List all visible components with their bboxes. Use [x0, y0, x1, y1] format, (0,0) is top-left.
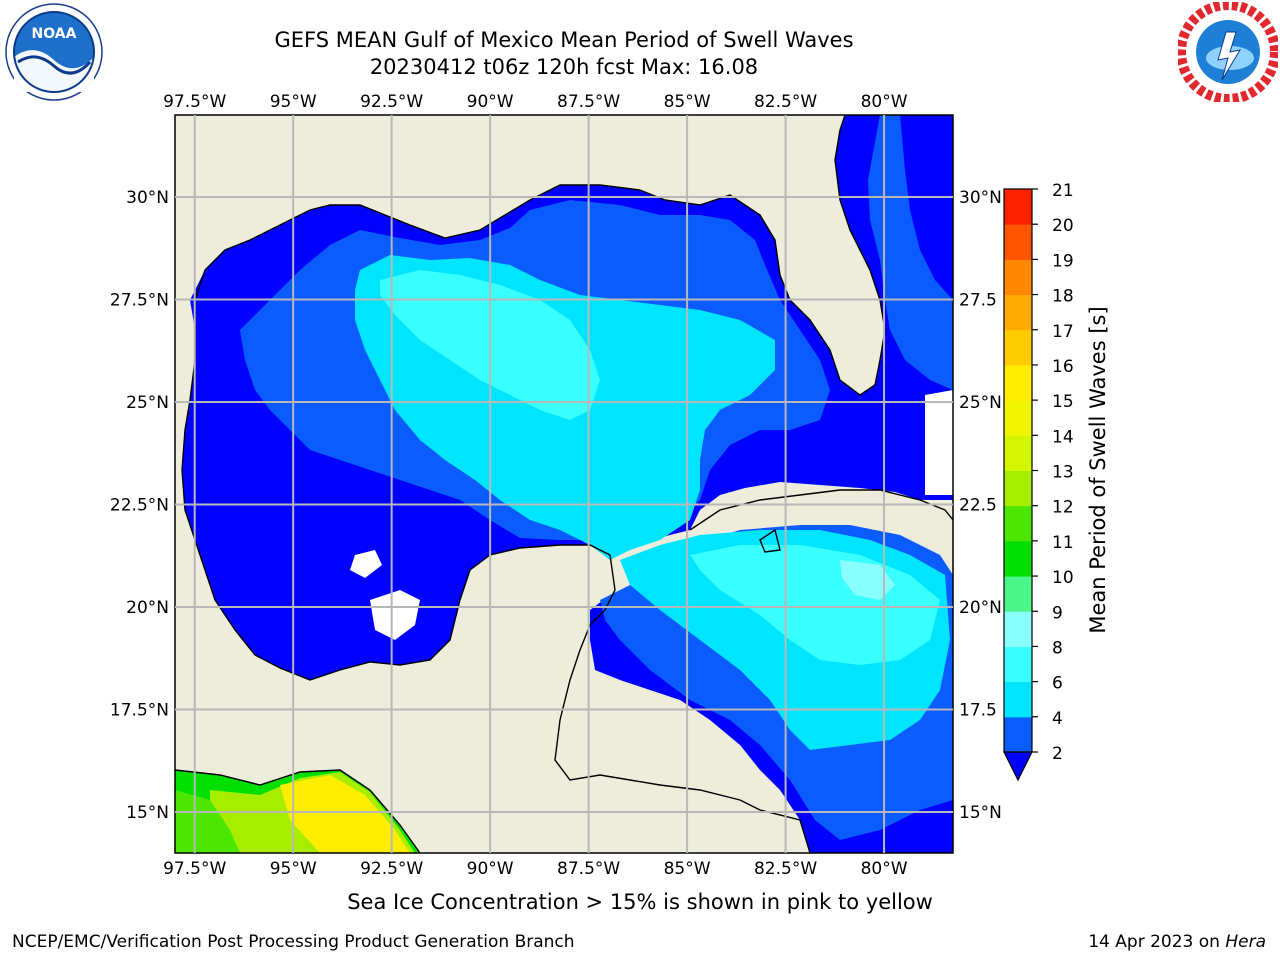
colorbar-tick-label: 6	[1052, 674, 1063, 694]
lon-tick-top: 92.5°W	[360, 92, 423, 112]
colorbar-tick-label: 15	[1052, 392, 1074, 412]
lon-tick-bottom: 92.5°W	[360, 859, 423, 879]
lon-tick-top: 90°W	[467, 92, 514, 112]
lon-tick-top: 80°W	[861, 92, 908, 112]
lat-tick-left: 25°N	[126, 393, 169, 413]
lon-tick-bottom: 90°W	[467, 859, 514, 879]
colorbar-tick-label: 16	[1052, 357, 1074, 377]
colorbar-tick-label: 21	[1052, 181, 1074, 201]
pacific-water-green	[175, 790, 240, 853]
nws-logo	[1178, 2, 1278, 102]
colorbar-segment	[1004, 716, 1032, 753]
colorbar-segment	[1004, 611, 1032, 647]
lon-tick-top: 85°W	[664, 92, 711, 112]
colorbar-segment	[1004, 400, 1032, 436]
svg-text:NOAA: NOAA	[32, 26, 77, 42]
lat-tick-left: 17.5°N	[110, 701, 169, 721]
colorbar-segment	[1004, 294, 1032, 331]
colorbar-tick-label: 13	[1052, 463, 1074, 483]
colorbar-segment	[1004, 681, 1032, 718]
lat-tick-left: 15°N	[126, 803, 169, 823]
colorbar-tick-label: 8	[1052, 638, 1063, 658]
nodata-patch	[350, 550, 382, 578]
lon-tick-top: 87.5°W	[557, 92, 620, 112]
colorbar-segment	[1004, 470, 1032, 507]
lat-tick-left: 27.5°N	[110, 291, 169, 311]
lon-tick-bottom: 97.5°W	[163, 859, 226, 879]
colorbar-segment	[1004, 224, 1032, 260]
lon-tick-top: 82.5°W	[754, 92, 817, 112]
nodata-patch	[925, 390, 953, 495]
colorbar-tick-label: 10	[1052, 568, 1074, 588]
chart-title: GEFS MEAN Gulf of Mexico Mean Period of …	[274, 28, 854, 52]
lat-tick-right: 15°N	[959, 803, 1002, 823]
caribbean-water-8-9	[840, 560, 895, 600]
lat-tick-right: 17.5	[959, 701, 997, 721]
colorbar-tick-label: 9	[1052, 603, 1063, 623]
chart-subtitle: 20230412 t06z 120h fcst Max: 16.08	[369, 55, 759, 79]
footer-date: 14 Apr 2023 on Hera	[1088, 932, 1266, 952]
colorbar-tick-label: 12	[1052, 498, 1074, 518]
colorbar-tick-label: 20	[1052, 216, 1074, 236]
lat-tick-left: 20°N	[126, 598, 169, 618]
colorbar-tick-label: 4	[1052, 709, 1063, 729]
coastline	[175, 115, 953, 853]
lon-tick-bottom: 87.5°W	[557, 859, 620, 879]
colorbar-tick-label: 14	[1052, 427, 1074, 447]
lon-tick-bottom: 95°W	[270, 859, 317, 879]
map-tick-labels: 97.5°W 97.5°W 95°W 95°W 92.5°W 92.5°W 90°W 90°W…	[110, 92, 1002, 879]
colorbar-segment	[1004, 435, 1032, 471]
colorbar-segment	[1004, 189, 1032, 225]
lon-tick-bottom: 85°W	[664, 859, 711, 879]
colorbar-segment	[1004, 505, 1032, 542]
colorbar-segment	[1004, 540, 1032, 577]
gulf-water-6-8-b	[440, 300, 480, 335]
lat-tick-right: 22.5	[959, 496, 997, 516]
lon-tick-bottom: 82.5°W	[754, 859, 817, 879]
colorbar-segment	[1004, 364, 1032, 401]
colorbar-tick-label: 17	[1052, 322, 1074, 342]
footer-host: Hera	[1225, 932, 1266, 952]
colorbar-segment	[1004, 576, 1032, 612]
map-area	[175, 115, 953, 853]
sea-ice-note: Sea Ice Concentration > 15% is shown in …	[0, 890, 1280, 914]
lat-tick-right: 30°N	[959, 188, 1002, 208]
footer-credit: NCEP/EMC/Verification Post Processing Pr…	[12, 932, 575, 952]
colorbar-under-triangle	[1003, 751, 1033, 782]
sea-ice-note-text: Sea Ice Concentration > 15% is shown in …	[347, 890, 933, 914]
lat-tick-left: 30°N	[126, 188, 169, 208]
colorbar-tick-label: 11	[1052, 533, 1074, 553]
colorbar-segment	[1004, 259, 1032, 296]
atlantic-water-low	[900, 115, 953, 300]
gridlines	[175, 115, 953, 853]
colorbar-tick-label: 18	[1052, 287, 1074, 307]
colorbar-segment	[1004, 329, 1032, 366]
footer-date-text: 14 Apr 2023 on	[1088, 932, 1226, 952]
lon-tick-top: 97.5°W	[163, 92, 226, 112]
colorbar-tick-label: 2	[1052, 744, 1063, 764]
lat-tick-right: 27.5	[959, 291, 997, 311]
colorbar-tick-label: 19	[1052, 251, 1074, 271]
lat-tick-right: 25°N	[959, 393, 1002, 413]
lat-tick-right: 20°N	[959, 598, 1002, 618]
lon-tick-top: 95°W	[270, 92, 317, 112]
pacific-water-yellow	[280, 775, 410, 853]
lat-tick-left: 22.5°N	[110, 496, 169, 516]
noaa-logo: NOAA	[5, 3, 103, 101]
colorbar: 2 4 6 8 9 10 11 12 13 14 15 16 17 18 19 20 21	[1003, 181, 1074, 782]
map-frame	[174, 114, 954, 854]
lon-tick-bottom: 80°W	[861, 859, 908, 879]
colorbar-label: Mean Period of Swell Waves [s]	[1086, 306, 1110, 634]
colorbar-segment	[1004, 646, 1032, 683]
nodata-patch	[370, 590, 420, 640]
